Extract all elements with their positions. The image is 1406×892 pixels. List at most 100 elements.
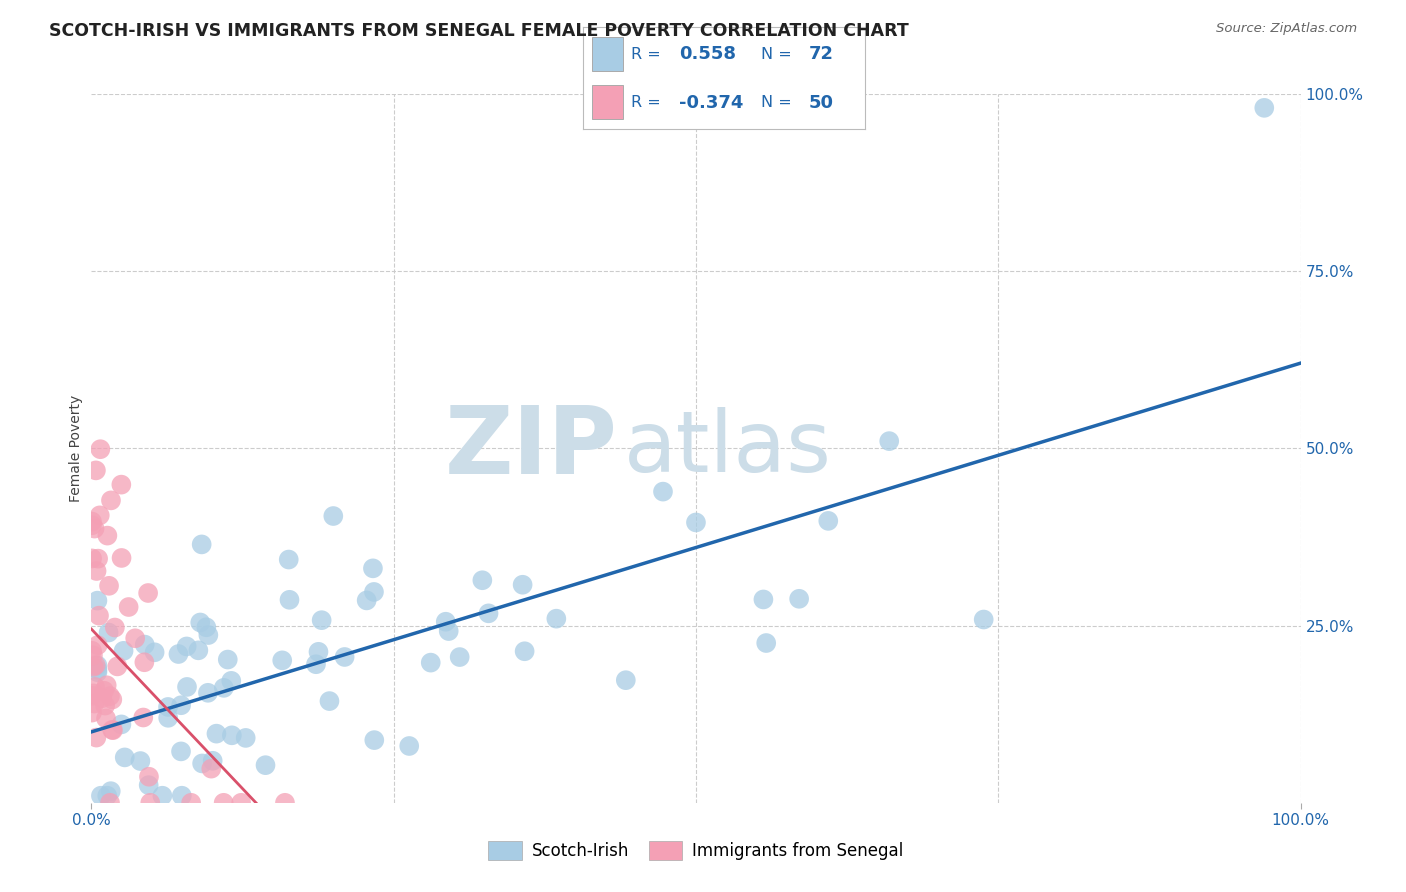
- Point: [308, 645, 330, 659]
- Point: [685, 516, 707, 530]
- Point: [195, 620, 218, 634]
- Point: [98, 579, 121, 593]
- Point: [191, 756, 214, 771]
- Text: 0.558: 0.558: [679, 45, 737, 63]
- Point: [89, 442, 111, 457]
- Point: [235, 731, 257, 745]
- Point: [157, 711, 180, 725]
- Point: [398, 739, 420, 753]
- Point: [212, 681, 235, 695]
- Point: [471, 574, 494, 588]
- Text: -0.374: -0.374: [679, 94, 744, 112]
- Point: [101, 723, 124, 737]
- Text: ZIP: ZIP: [444, 402, 617, 494]
- Point: [513, 644, 536, 658]
- Point: [973, 613, 995, 627]
- Point: [200, 762, 222, 776]
- Point: [84, 463, 107, 477]
- Point: [84, 680, 107, 694]
- Point: [277, 552, 299, 566]
- Point: [97, 625, 120, 640]
- Point: [363, 585, 385, 599]
- Text: SCOTCH-IRISH VS IMMIGRANTS FROM SENEGAL FEMALE POVERTY CORRELATION CHART: SCOTCH-IRISH VS IMMIGRANTS FROM SENEGAL …: [49, 22, 908, 40]
- Point: [755, 636, 778, 650]
- Point: [188, 615, 211, 630]
- Point: [105, 659, 128, 673]
- Point: [434, 615, 457, 629]
- Point: [98, 796, 121, 810]
- Point: [170, 698, 193, 713]
- Point: [80, 689, 103, 703]
- Point: [318, 694, 340, 708]
- Point: [138, 770, 160, 784]
- Point: [117, 600, 139, 615]
- Point: [419, 656, 441, 670]
- Point: [333, 650, 356, 665]
- Point: [477, 607, 499, 621]
- Point: [187, 643, 209, 657]
- Text: Source: ZipAtlas.com: Source: ZipAtlas.com: [1216, 22, 1357, 36]
- Point: [94, 711, 117, 725]
- Point: [132, 710, 155, 724]
- Point: [170, 744, 193, 758]
- Point: [170, 789, 193, 803]
- Point: [83, 697, 105, 711]
- Point: [86, 663, 108, 677]
- Point: [1253, 101, 1275, 115]
- Point: [176, 640, 198, 654]
- Text: N =: N =: [761, 95, 792, 111]
- Point: [614, 673, 637, 688]
- Point: [221, 728, 243, 742]
- Point: [752, 592, 775, 607]
- Point: [86, 564, 108, 578]
- Point: [96, 678, 118, 692]
- Point: [87, 608, 110, 623]
- Point: [84, 658, 107, 673]
- Point: [512, 578, 534, 592]
- Point: [217, 652, 239, 666]
- Point: [96, 528, 118, 542]
- Point: [138, 778, 160, 792]
- FancyBboxPatch shape: [592, 86, 623, 119]
- Point: [167, 647, 190, 661]
- Text: 50: 50: [808, 94, 834, 112]
- Point: [437, 624, 460, 638]
- Point: [89, 508, 111, 523]
- Y-axis label: Female Poverty: Female Poverty: [69, 394, 83, 502]
- Point: [87, 551, 110, 566]
- Point: [83, 659, 105, 673]
- Point: [139, 796, 162, 810]
- Point: [787, 591, 810, 606]
- Point: [82, 648, 104, 663]
- FancyBboxPatch shape: [592, 37, 623, 70]
- Point: [150, 789, 173, 803]
- Point: [176, 680, 198, 694]
- Point: [817, 514, 839, 528]
- Point: [114, 750, 136, 764]
- Point: [197, 686, 219, 700]
- Point: [219, 673, 242, 688]
- Legend: Scotch-Irish, Immigrants from Senegal: Scotch-Irish, Immigrants from Senegal: [482, 834, 910, 867]
- Point: [91, 691, 114, 706]
- Point: [156, 700, 179, 714]
- Point: [112, 644, 135, 658]
- Point: [104, 621, 127, 635]
- Point: [322, 508, 344, 523]
- Point: [231, 796, 253, 810]
- Point: [86, 665, 108, 680]
- Point: [83, 522, 105, 536]
- Point: [110, 551, 132, 566]
- Point: [87, 638, 110, 652]
- Point: [110, 717, 132, 731]
- Point: [124, 632, 146, 646]
- Point: [136, 586, 159, 600]
- Point: [274, 796, 297, 810]
- Point: [134, 638, 156, 652]
- Point: [101, 723, 124, 738]
- Point: [129, 754, 152, 768]
- Point: [305, 657, 328, 672]
- Point: [197, 628, 219, 642]
- Point: [110, 477, 132, 491]
- Point: [877, 434, 900, 449]
- Text: R =: R =: [631, 95, 661, 111]
